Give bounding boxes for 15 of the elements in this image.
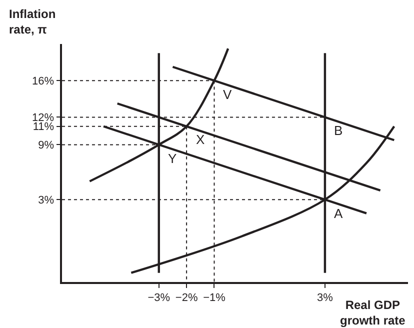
annotation: X xyxy=(196,132,205,147)
y-axis-title: Inflation rate, π xyxy=(9,7,56,37)
x-tick-label: 3% xyxy=(317,292,334,304)
y-tick-label: 3% xyxy=(38,194,54,206)
annotation: Y xyxy=(168,151,177,166)
x-tick-label: −3% xyxy=(148,292,170,304)
y-tick-label: 9% xyxy=(38,140,54,152)
annotation: B xyxy=(334,123,343,138)
y-tick-label: 11% xyxy=(32,121,54,134)
x-axis-title: Real GDP growth rate xyxy=(340,298,406,328)
annotation: A xyxy=(334,206,343,221)
x-tick-label: −2% xyxy=(175,292,198,304)
annotation: V xyxy=(223,87,232,102)
x-tick-label: −1% xyxy=(203,292,226,304)
y-tick-label: 16% xyxy=(32,75,54,88)
